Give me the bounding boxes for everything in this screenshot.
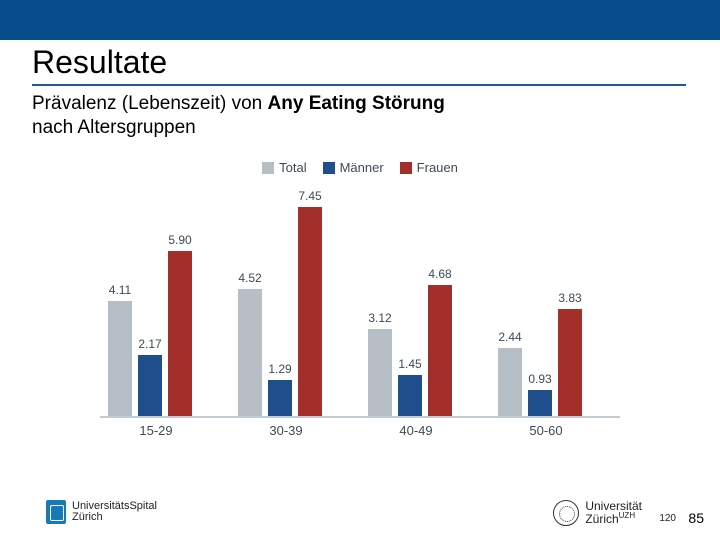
legend-label: Total — [279, 160, 306, 175]
legend-swatch — [262, 162, 274, 174]
bar: 0.93 — [528, 390, 552, 416]
bar-value-label: 2.17 — [130, 337, 170, 351]
title-underline — [32, 84, 686, 86]
bar-value-label: 3.12 — [360, 311, 400, 325]
slide: Resultate Prävalenz (Lebenszeit) von Any… — [0, 0, 720, 540]
bar: 4.68 — [428, 285, 452, 416]
bar-value-label: 7.45 — [290, 189, 330, 203]
category-label: 30-39 — [238, 423, 334, 438]
legend-item: Total — [262, 160, 306, 175]
category-label: 50-60 — [498, 423, 594, 438]
bar: 4.52 — [238, 289, 262, 416]
bar: 7.45 — [298, 207, 322, 416]
legend-swatch — [323, 162, 335, 174]
bar: 2.17 — [138, 355, 162, 416]
hospital-icon — [46, 500, 66, 524]
legend-swatch — [400, 162, 412, 174]
top-bar — [0, 0, 720, 40]
bar-value-label: 1.45 — [390, 357, 430, 371]
bar: 2.44 — [498, 348, 522, 416]
category-label: 15-29 — [108, 423, 204, 438]
logo-usz: UniversitätsSpital Zürich — [46, 500, 157, 524]
bar-value-label: 5.90 — [160, 233, 200, 247]
legend-item: Frauen — [400, 160, 458, 175]
seal-icon — [553, 500, 579, 526]
footer: UniversitätsSpital Zürich Universität Zü… — [0, 496, 720, 540]
logo-uzh-text: Universität ZürichUZH — [585, 500, 642, 526]
page-title: Resultate — [32, 44, 167, 81]
bar: 3.83 — [558, 309, 582, 416]
bar-value-label: 4.11 — [100, 283, 140, 297]
legend: Total Männer Frauen — [80, 160, 640, 182]
page-number: 85 — [688, 510, 704, 526]
usz-line2: Zürich — [72, 511, 103, 523]
subtitle-bold: Any Eating Störung — [268, 93, 445, 114]
legend-label: Frauen — [417, 160, 458, 175]
legend-item: Männer — [323, 160, 384, 175]
uzh-line2: Zürich — [585, 512, 618, 526]
chart: TotalMännerFrauen 4.112.175.9015-294.521… — [80, 160, 640, 460]
plot-area: 4.112.175.9015-294.521.297.4530-393.121.… — [100, 188, 620, 418]
bar: 1.29 — [268, 380, 292, 416]
page-number-small: 120 — [659, 513, 676, 524]
subtitle-part2: nach Altersgruppen — [32, 117, 196, 138]
bar-value-label: 4.52 — [230, 271, 270, 285]
bar: 3.12 — [368, 329, 392, 416]
x-axis-baseline — [100, 416, 620, 418]
bar-value-label: 4.68 — [420, 267, 460, 281]
subtitle-part1: Prävalenz (Lebenszeit) von — [32, 93, 268, 114]
bar-value-label: 1.29 — [260, 362, 300, 376]
bar: 1.45 — [398, 375, 422, 416]
category-label: 40-49 — [368, 423, 464, 438]
logo-usz-text: UniversitätsSpital Zürich — [72, 501, 157, 523]
bar: 5.90 — [168, 251, 192, 416]
logo-uzh: Universität ZürichUZH — [553, 500, 642, 526]
bar-value-label: 3.83 — [550, 291, 590, 305]
subtitle: Prävalenz (Lebenszeit) von Any Eating St… — [32, 92, 445, 140]
bar-value-label: 0.93 — [520, 372, 560, 386]
bar-value-label: 2.44 — [490, 330, 530, 344]
uzh-suffix: UZH — [619, 511, 635, 520]
legend-label: Männer — [340, 160, 384, 175]
bar: 4.11 — [108, 301, 132, 416]
